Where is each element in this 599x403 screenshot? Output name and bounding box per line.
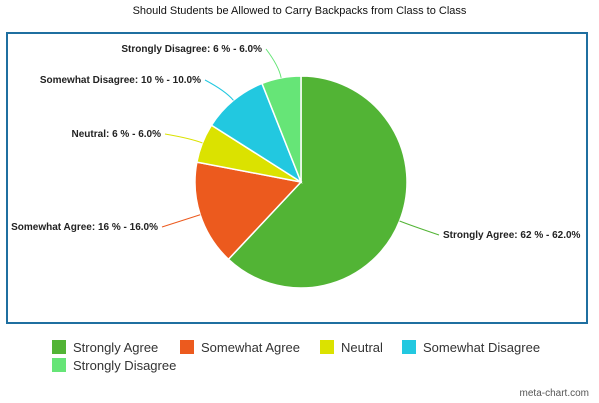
- legend-label: Strongly Agree: [73, 340, 159, 355]
- connector-line: [265, 48, 282, 78]
- legend-item: Strongly Disagree: [52, 358, 176, 373]
- legend-item: Somewhat Disagree: [402, 340, 540, 355]
- legend-label: Somewhat Agree: [201, 340, 301, 355]
- watermark: meta-chart.com: [519, 388, 589, 399]
- pie-slice-strongly-agree: [227, 75, 408, 289]
- connector-line: [164, 133, 203, 144]
- slice-data-label: Somewhat Agree: 16 % - 16.0%: [11, 222, 158, 233]
- legend-label: Somewhat Disagree: [423, 340, 541, 355]
- legend-swatch: [402, 340, 416, 354]
- legend-swatch: [180, 340, 194, 354]
- connector-line: [161, 214, 201, 228]
- slice-data-label: Neutral: 6 % - 6.0%: [72, 129, 162, 140]
- legend-label: Strongly Disagree: [73, 358, 177, 373]
- pie-slice-strongly-disagree: [261, 75, 302, 183]
- legend-item: Neutral: [320, 340, 383, 355]
- connector-line: [399, 220, 440, 236]
- legend-item: Somewhat Agree: [180, 340, 300, 355]
- pie-chart: Strongly Agree: 62 % - 62.0% Somewhat Agr…: [11, 44, 581, 289]
- legend-item: Strongly Agree: [52, 340, 158, 355]
- slice-data-label: Strongly Agree: 62 % - 62.0%: [443, 230, 581, 241]
- legend-swatch: [52, 340, 66, 354]
- chart-title: Should Students be Allowed to Carry Back…: [132, 5, 467, 17]
- slice-data-label: Strongly Disagree: 6 % - 6.0%: [121, 44, 262, 55]
- legend-swatch: [320, 340, 334, 354]
- legend-label: Neutral: [341, 340, 383, 355]
- connector-line: [204, 79, 234, 101]
- legend-swatch: [52, 358, 66, 372]
- pie-slice-somewhat-agree: [194, 161, 303, 261]
- plot-area: [6, 32, 588, 324]
- slice-data-label: Somewhat Disagree: 10 % - 10.0%: [40, 75, 201, 86]
